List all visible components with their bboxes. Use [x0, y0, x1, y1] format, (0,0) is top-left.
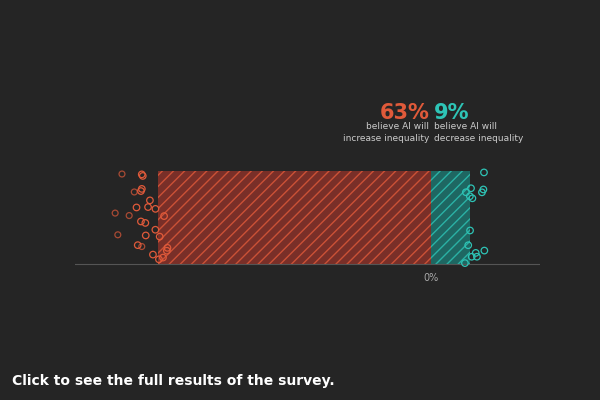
Bar — [158, 171, 431, 264]
Point — [117, 171, 127, 177]
Point — [466, 185, 476, 192]
Point — [136, 188, 146, 194]
Point — [158, 254, 168, 261]
Point — [465, 227, 475, 234]
Point — [151, 226, 160, 233]
Text: believe AI will
decrease inequality: believe AI will decrease inequality — [434, 122, 523, 144]
Point — [479, 247, 489, 254]
Point — [141, 232, 151, 239]
Point — [467, 195, 477, 202]
Point — [151, 206, 160, 212]
Point — [461, 189, 470, 196]
Point — [140, 220, 150, 226]
Point — [465, 193, 475, 200]
Text: 0%: 0% — [424, 273, 439, 283]
Point — [467, 254, 476, 260]
Point — [155, 234, 164, 240]
Bar — [431, 171, 470, 264]
Bar — [431, 171, 470, 264]
Bar — [158, 171, 431, 264]
Text: believe AI will
increase inequality: believe AI will increase inequality — [343, 122, 429, 144]
Point — [110, 210, 120, 216]
Point — [479, 169, 489, 176]
Text: 63%: 63% — [379, 104, 429, 124]
Point — [145, 197, 155, 204]
Point — [460, 260, 470, 266]
Point — [137, 171, 146, 178]
Point — [113, 232, 122, 238]
Text: 9%: 9% — [434, 104, 469, 124]
Point — [137, 243, 146, 250]
Point — [479, 186, 488, 193]
Point — [163, 245, 172, 251]
Point — [137, 186, 146, 192]
Point — [132, 204, 142, 211]
Point — [136, 218, 146, 225]
Point — [143, 204, 153, 210]
Point — [133, 242, 143, 248]
Point — [154, 256, 164, 262]
Point — [472, 254, 482, 260]
Text: Click to see the full results of the survey.: Click to see the full results of the sur… — [12, 374, 335, 388]
Point — [471, 250, 481, 256]
Point — [159, 213, 169, 219]
Point — [130, 189, 139, 195]
Point — [463, 242, 473, 248]
Point — [138, 173, 148, 179]
Point — [148, 251, 158, 258]
Point — [124, 212, 134, 219]
Point — [477, 189, 487, 196]
Point — [162, 248, 172, 254]
